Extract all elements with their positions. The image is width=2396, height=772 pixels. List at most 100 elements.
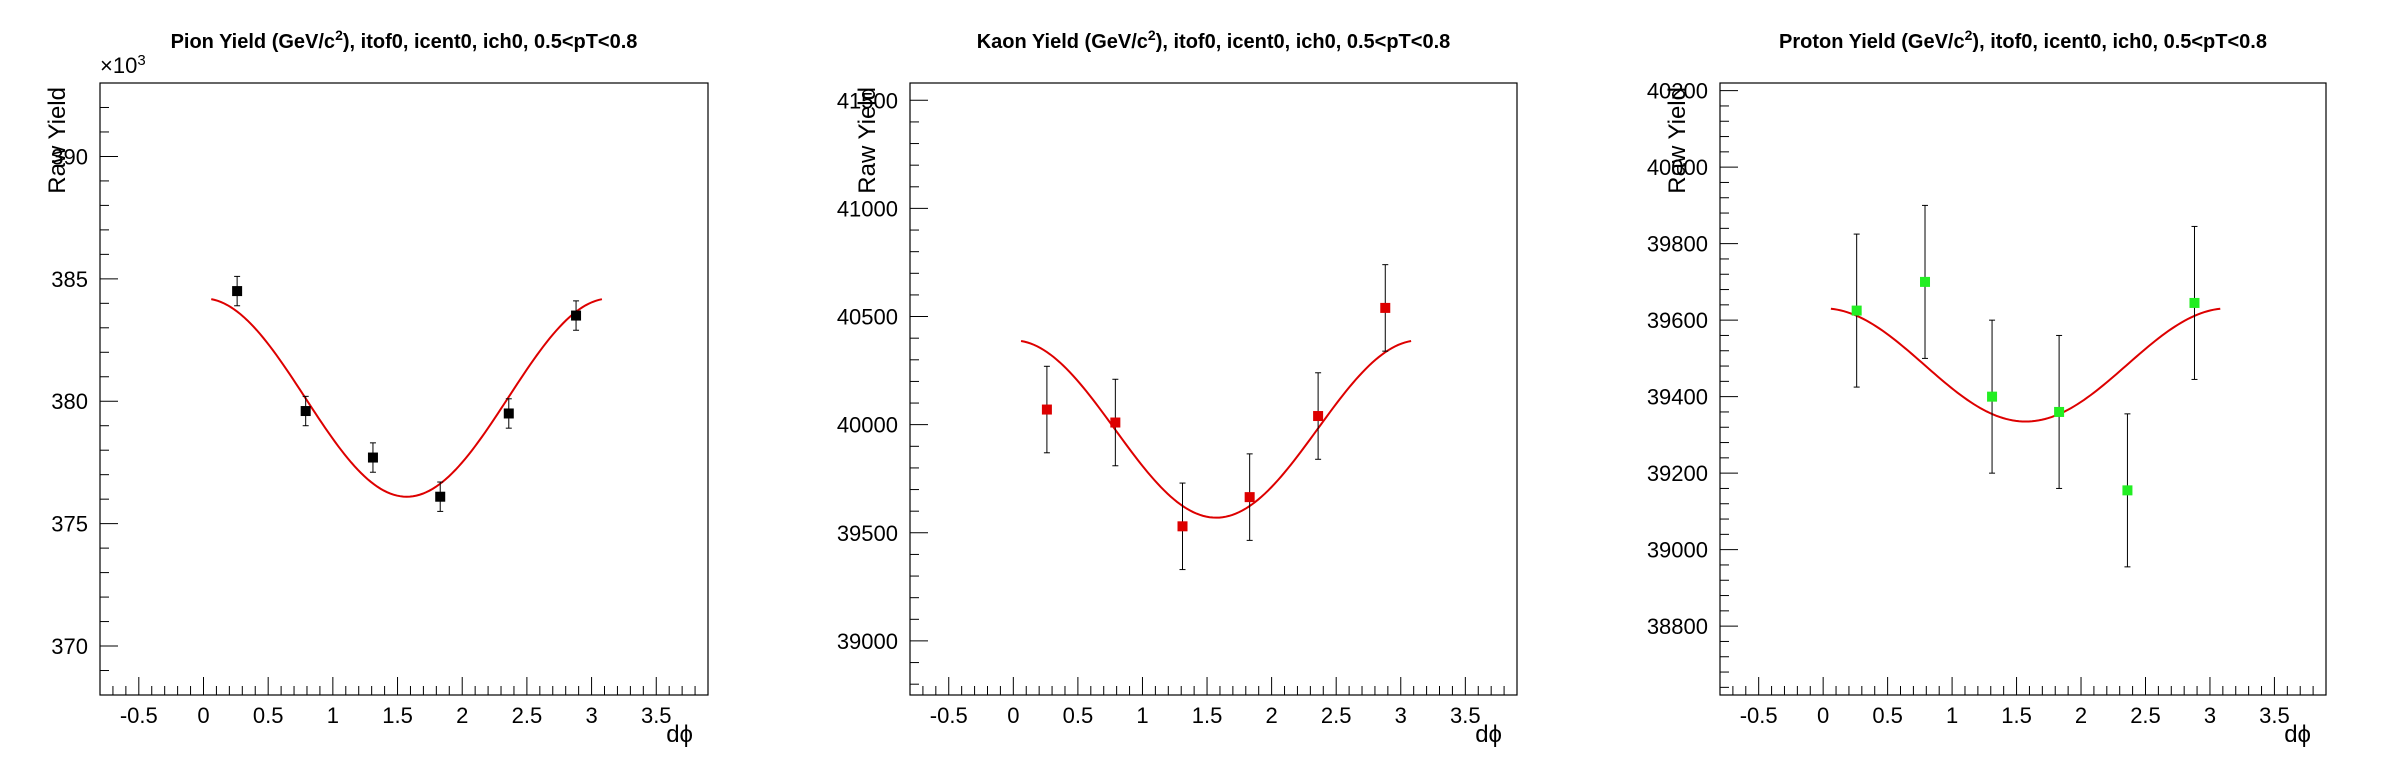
x-tick-label: 2.5 xyxy=(512,703,543,728)
y-tick-label: 38800 xyxy=(1647,614,1708,639)
y-tick-label: 40000 xyxy=(1647,155,1708,180)
x-tick-label: 0.5 xyxy=(1063,703,1094,728)
data-point-group xyxy=(1041,365,1052,454)
x-tick-label: 2.5 xyxy=(1321,703,1352,728)
x-tick-label: 1.5 xyxy=(382,703,413,728)
y-tick-label: 375 xyxy=(51,512,88,537)
data-point xyxy=(435,491,446,502)
data-point xyxy=(1110,417,1121,428)
data-point xyxy=(232,286,243,297)
y-exponent-label: ×103 xyxy=(100,52,146,78)
x-axis-label: dϕ xyxy=(666,721,693,748)
x-axis-label: dϕ xyxy=(2284,721,2311,748)
x-tick-label: 0.5 xyxy=(253,703,284,728)
data-point-group xyxy=(571,300,582,331)
data-point xyxy=(503,408,514,419)
x-tick-label: 2 xyxy=(2075,703,2087,728)
data-point-group xyxy=(367,442,378,473)
y-tick-label: 41500 xyxy=(837,88,898,113)
x-tick-label: 3.5 xyxy=(641,703,672,728)
data-point-group xyxy=(1920,204,1931,359)
data-point-group xyxy=(2122,413,2133,568)
plot-frame xyxy=(1719,82,2327,696)
x-tick-label: 2.5 xyxy=(2130,703,2161,728)
y-axis-label: Raw Yield xyxy=(854,87,881,194)
chart-title-main: Kaon Yield (GeV/c xyxy=(977,31,1148,53)
y-tick-label: 39000 xyxy=(1647,538,1708,563)
data-point-group xyxy=(1851,233,1862,388)
data-point xyxy=(1244,492,1255,503)
x-tick-label: 1.5 xyxy=(1192,703,1223,728)
data-point xyxy=(2122,485,2133,496)
y-tick-label: 39600 xyxy=(1647,308,1708,333)
chart-title-rest: ), itof0, icent0, ich0, 0.5<pT<0.8 xyxy=(1972,31,2267,53)
data-point-group xyxy=(1110,378,1121,467)
chart-panel-1: Pion Yield (GeV/c2), itof0, icent0, ich0… xyxy=(44,27,709,748)
x-axis-label: dϕ xyxy=(1475,721,1502,748)
data-point xyxy=(1920,276,1931,287)
x-tick-label: 3 xyxy=(1395,703,1407,728)
data-point-group xyxy=(1244,453,1255,541)
y-tick-label: 39200 xyxy=(1647,461,1708,486)
y-exponent-superscript: 3 xyxy=(137,52,145,69)
x-tick-label: 0 xyxy=(1007,703,1019,728)
x-tick-label: 1 xyxy=(1946,703,1958,728)
chart-title-rest: ), itof0, icent0, ich0, 0.5<pT<0.8 xyxy=(1156,31,1451,53)
data-point-group xyxy=(435,481,446,512)
plot-frame xyxy=(99,82,709,696)
y-tick-label: 40200 xyxy=(1647,79,1708,104)
y-axis-label: Raw Yield xyxy=(1664,87,1691,194)
data-point-group xyxy=(2054,334,2065,489)
x-tick-label: 2 xyxy=(456,703,468,728)
data-point xyxy=(1177,521,1188,532)
data-point xyxy=(571,310,582,321)
y-tick-label: 40000 xyxy=(837,413,898,438)
chart-title: Kaon Yield (GeV/c2), itof0, icent0, ich0… xyxy=(977,27,1451,53)
fit-curve xyxy=(211,298,603,498)
chart-title-superscript: 2 xyxy=(335,27,343,43)
data-point xyxy=(1987,391,1998,402)
y-tick-label: 390 xyxy=(51,144,88,169)
data-point xyxy=(300,406,311,417)
data-point xyxy=(367,452,378,463)
y-tick-label: 39000 xyxy=(837,629,898,654)
x-tick-label: -0.5 xyxy=(120,703,158,728)
y-axis-label: Raw Yield xyxy=(44,87,71,194)
data-point xyxy=(2054,406,2065,417)
y-tick-label: 370 xyxy=(51,634,88,659)
y-tick-label: 380 xyxy=(51,389,88,414)
x-tick-label: 3 xyxy=(585,703,597,728)
data-point xyxy=(2189,297,2200,308)
x-tick-label: 1 xyxy=(1136,703,1148,728)
data-point-group xyxy=(300,395,311,427)
data-point xyxy=(1313,411,1324,422)
chart-title-rest: ), itof0, icent0, ich0, 0.5<pT<0.8 xyxy=(343,31,638,53)
y-tick-label: 39400 xyxy=(1647,385,1708,410)
y-tick-label: 39500 xyxy=(837,521,898,546)
data-point-group xyxy=(2189,225,2200,380)
plot-frame xyxy=(909,82,1518,696)
y-tick-label: 385 xyxy=(51,267,88,292)
y-tick-label: 41000 xyxy=(837,196,898,221)
x-tick-label: 0 xyxy=(197,703,209,728)
data-point-group xyxy=(1380,264,1391,352)
data-point xyxy=(1380,302,1391,313)
chart-panel-2: Kaon Yield (GeV/c2), itof0, icent0, ich0… xyxy=(837,27,1518,748)
x-tick-label: -0.5 xyxy=(930,703,968,728)
data-point-group xyxy=(1177,482,1188,571)
x-tick-label: 0.5 xyxy=(1872,703,1903,728)
x-tick-label: -0.5 xyxy=(1740,703,1778,728)
data-point-group xyxy=(1987,319,1998,474)
data-point xyxy=(1851,305,1862,316)
chart-title: Pion Yield (GeV/c2), itof0, icent0, ich0… xyxy=(171,27,638,53)
chart-title-main: Pion Yield (GeV/c xyxy=(171,31,336,53)
chart-title-superscript: 2 xyxy=(1148,27,1156,43)
y-exponent-base: ×10 xyxy=(100,53,137,78)
x-tick-label: 2 xyxy=(1265,703,1277,728)
chart-panel-3: Proton Yield (GeV/c2), itof0, icent0, ic… xyxy=(1647,27,2327,748)
chart-title: Proton Yield (GeV/c2), itof0, icent0, ic… xyxy=(1779,27,2267,53)
fit-curve xyxy=(1830,307,2221,423)
y-tick-label: 40500 xyxy=(837,305,898,330)
x-tick-label: 1.5 xyxy=(2001,703,2032,728)
